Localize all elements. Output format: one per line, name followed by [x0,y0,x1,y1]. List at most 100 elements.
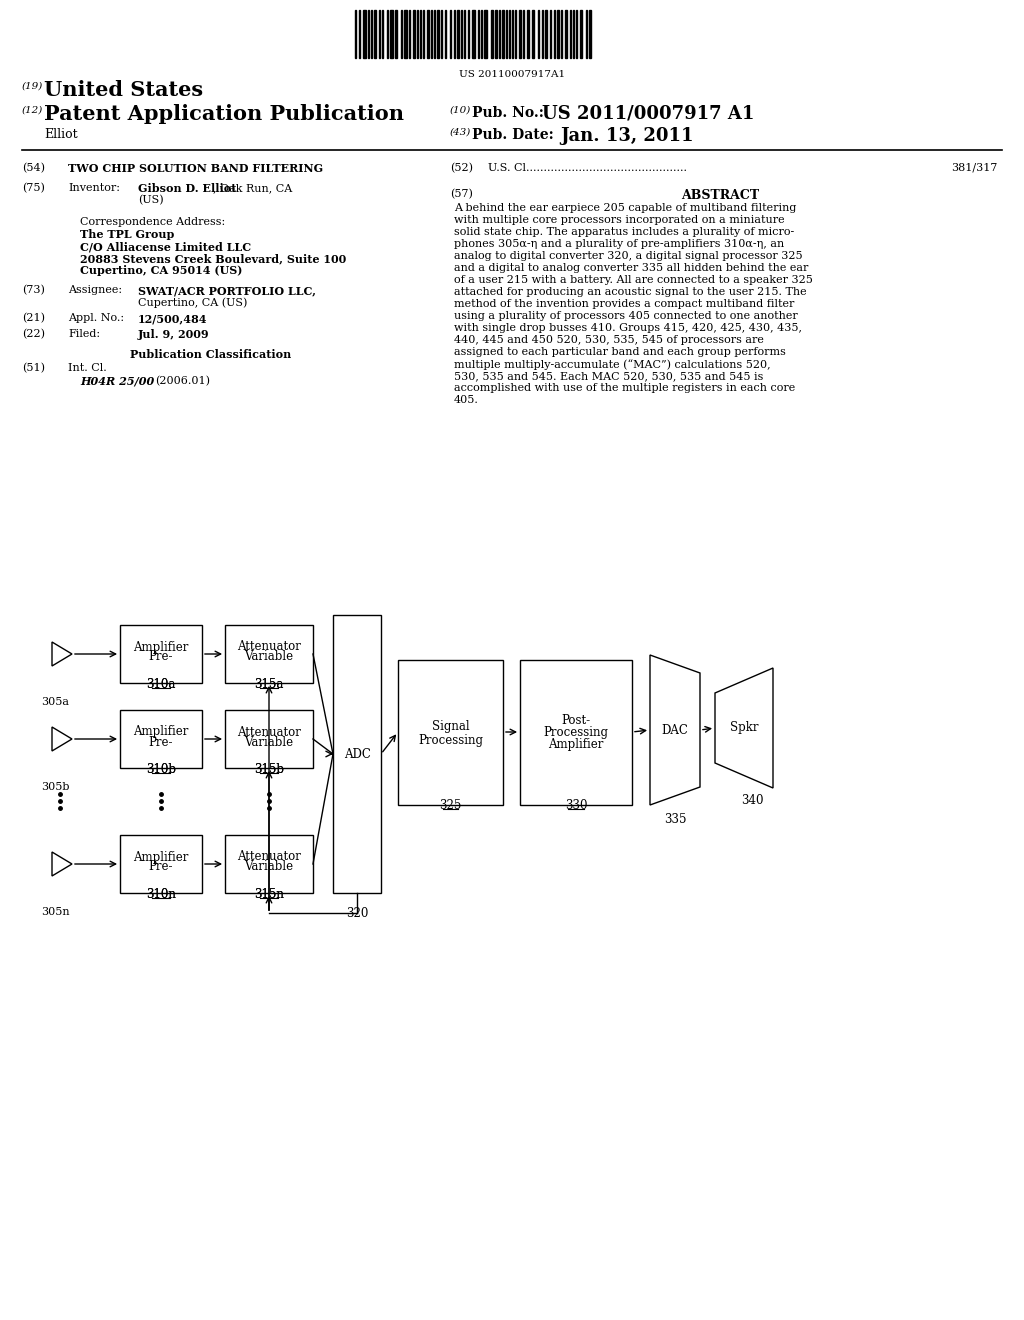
Text: 310n: 310n [146,888,176,902]
Text: (52): (52) [450,162,473,173]
Text: 305n: 305n [41,907,70,917]
Text: Spkr: Spkr [730,722,758,734]
Text: 325: 325 [439,799,462,812]
Text: Assignee:: Assignee: [68,285,122,294]
Bar [545,11,547,58]
Text: Amplifier: Amplifier [133,726,188,738]
Text: attached for producing an acoustic signal to the user 215. The: attached for producing an acoustic signa… [454,286,807,297]
Bar [472,11,475,58]
Bar [557,11,559,58]
Text: 530, 535 and 545. Each MAC 520, 530, 535 and 545 is: 530, 535 and 545. Each MAC 520, 530, 535… [454,371,763,381]
Text: Filed:: Filed: [68,329,100,339]
Polygon shape [52,727,72,751]
Text: Post-: Post- [561,714,591,727]
Text: 405.: 405. [454,395,479,405]
Text: Patent Application Publication: Patent Application Publication [44,104,404,124]
Text: Processing: Processing [544,726,608,739]
Bar [374,11,376,58]
Text: Correspondence Address:: Correspondence Address: [80,216,225,227]
Text: Amplifier: Amplifier [133,850,188,863]
Text: 305b: 305b [41,781,70,792]
Text: 315a: 315a [254,678,284,690]
Text: ADC: ADC [344,747,371,760]
Bar [589,11,591,58]
Text: 20883 Stevens Creek Boulevard, Suite 100: 20883 Stevens Creek Boulevard, Suite 100 [80,253,346,264]
Text: Int. Cl.: Int. Cl. [68,363,106,374]
Text: (12): (12) [22,106,43,115]
Text: U.S. Cl.: U.S. Cl. [488,162,529,173]
Bar [225,624,313,682]
Text: Signal: Signal [432,719,469,733]
Text: Elliot: Elliot [44,128,78,141]
Text: H04R 25/00: H04R 25/00 [80,376,155,387]
Text: DAC: DAC [662,723,688,737]
Bar [527,11,529,58]
Text: 305a: 305a [41,697,69,708]
Text: 340: 340 [740,795,763,807]
Text: phones 305α-η and a plurality of pre-amplifiers 310α-η, an: phones 305α-η and a plurality of pre-amp… [454,239,784,249]
Text: 320: 320 [346,907,369,920]
Text: 315n: 315n [254,888,284,902]
Text: Amplifier: Amplifier [548,738,604,751]
Text: using a plurality of processors 405 connected to one another: using a plurality of processors 405 conn… [454,312,798,321]
Text: , Oak Run, CA: , Oak Run, CA [213,183,292,193]
Text: assigned to each particular band and each group performs: assigned to each particular band and eac… [454,347,785,356]
Bar [520,660,632,805]
Text: (51): (51) [22,363,45,374]
Polygon shape [52,642,72,667]
Text: Pub. Date:: Pub. Date: [472,128,554,143]
Text: 381/317: 381/317 [951,162,998,173]
Bar [120,624,202,682]
Text: Jan. 13, 2011: Jan. 13, 2011 [560,127,693,145]
Text: solid state chip. The apparatus includes a plurality of micro-: solid state chip. The apparatus includes… [454,227,795,238]
Bar [519,11,521,58]
Text: Inventor:: Inventor: [68,183,120,193]
Text: ABSTRACT: ABSTRACT [681,189,759,202]
Text: 315b: 315b [254,763,284,776]
Bar [532,11,534,58]
Text: (2006.01): (2006.01) [155,376,210,387]
Bar [390,11,393,58]
Bar [502,11,504,58]
Text: Publication Classification: Publication Classification [130,348,291,360]
Text: (43): (43) [450,128,471,137]
Text: Attenuator: Attenuator [238,850,301,863]
Bar [120,836,202,894]
Text: and a digital to analog converter 335 all hidden behind the ear: and a digital to analog converter 335 al… [454,263,808,273]
Text: .............................................: ........................................… [526,162,687,173]
Text: Variable: Variable [245,861,294,874]
Text: Attenuator: Attenuator [238,726,301,738]
Text: Jul. 9, 2009: Jul. 9, 2009 [138,329,210,341]
Text: 310a: 310a [146,678,176,690]
Text: 310b: 310b [146,763,176,776]
Text: Pre-: Pre- [148,735,173,748]
Text: 315n: 315n [254,888,284,902]
Text: analog to digital converter 320, a digital signal processor 325: analog to digital converter 320, a digit… [454,251,803,261]
Bar [427,11,429,58]
Text: 440, 445 and 450 520, 530, 535, 545 of processors are: 440, 445 and 450 520, 530, 535, 545 of p… [454,335,764,345]
Bar [457,11,459,58]
Text: multiple multiply-accumulate (“MAC”) calculations 520,: multiple multiply-accumulate (“MAC”) cal… [454,359,771,370]
Text: 315b: 315b [254,763,284,776]
Text: The TPL Group: The TPL Group [80,228,174,240]
Text: 310a: 310a [146,678,176,690]
Text: US 2011/0007917 A1: US 2011/0007917 A1 [542,104,755,121]
Text: of a user 215 with a battery. All are connected to a speaker 325: of a user 215 with a battery. All are co… [454,275,813,285]
Text: Variable: Variable [245,735,294,748]
Bar [495,11,497,58]
Text: (21): (21) [22,313,45,323]
Polygon shape [715,668,773,788]
Bar [565,11,567,58]
Text: Appl. No.:: Appl. No.: [68,313,124,323]
Text: 12/500,484: 12/500,484 [138,313,208,323]
Text: 315a: 315a [254,678,284,690]
Text: Pre-: Pre- [148,861,173,874]
Text: US 20110007917A1: US 20110007917A1 [459,70,565,79]
Text: C/O Alliacense Limited LLC: C/O Alliacense Limited LLC [80,242,251,252]
Text: Gibson D. Elliot: Gibson D. Elliot [138,183,237,194]
Bar [362,11,366,58]
Text: method of the invention provides a compact multiband filter: method of the invention provides a compa… [454,300,795,309]
Text: A behind the ear earpiece 205 capable of multiband filtering: A behind the ear earpiece 205 capable of… [454,203,797,213]
Text: 310n: 310n [146,888,176,902]
Text: TWO CHIP SOLUTION BAND FILTERING: TWO CHIP SOLUTION BAND FILTERING [68,162,324,174]
